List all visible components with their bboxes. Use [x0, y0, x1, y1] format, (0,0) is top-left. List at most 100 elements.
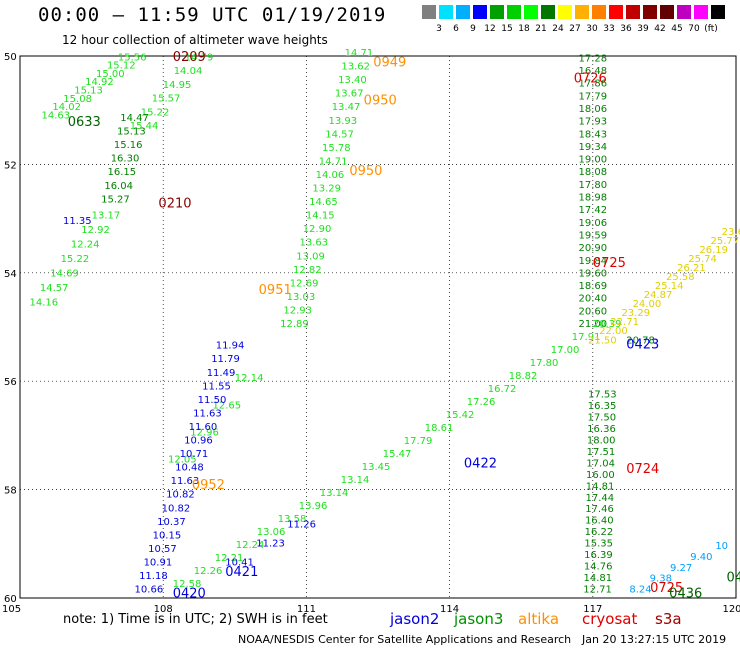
- pass-time-label: 0423: [626, 337, 659, 352]
- wave-height-value: 23.69: [722, 227, 740, 238]
- scale-label: 45: [671, 24, 683, 34]
- wave-height-value: 11.35: [63, 216, 92, 227]
- wave-height-value: 15.57: [152, 94, 181, 105]
- longitude-label: 108: [154, 604, 173, 615]
- scale-swatch: [524, 5, 538, 19]
- latitude-label: 60: [4, 594, 17, 605]
- wave-height-value: 14.92: [85, 77, 114, 88]
- wave-height-value: 10.82: [162, 503, 191, 514]
- wave-height-value: 20.39: [593, 319, 622, 330]
- wave-height-value: 18.82: [509, 371, 538, 382]
- scale-label: 9: [470, 24, 476, 34]
- scale-label: 36: [620, 24, 632, 34]
- scale-swatch: [677, 5, 691, 19]
- map-subtitle: 12 hour collection of altimeter wave hei…: [62, 33, 328, 47]
- wave-height-value: 12.93: [283, 305, 312, 316]
- pass-time-label: 043: [726, 570, 740, 585]
- wave-height-value: 12.89: [280, 319, 309, 330]
- wave-height-value: 19.84: [578, 256, 607, 267]
- wave-height-value: 12.21: [215, 553, 244, 564]
- scale-swatch: [609, 5, 623, 19]
- wave-height-value: 9.40: [690, 552, 712, 563]
- wave-height-value: 8.24: [629, 585, 651, 596]
- wave-height-value: 14.71: [319, 156, 348, 167]
- wave-height-value: 15.08: [63, 94, 92, 105]
- wave-height-value: 12.05: [168, 455, 197, 466]
- map-title: 00:00 – 11:59 UTC 01/19/2019: [38, 4, 387, 26]
- wave-height-value: 14.69: [50, 268, 79, 279]
- wave-height-value: 17.04: [586, 458, 615, 469]
- scale-label: 30: [586, 24, 598, 34]
- wave-height-value: 13.47: [332, 102, 361, 113]
- wave-height-value: 10: [715, 541, 728, 552]
- wave-height-value: 16.39: [584, 550, 613, 561]
- satellite-legend-item: jason2: [390, 610, 440, 628]
- altimeter-tracks: 15.5615.1215.0014.9215.1315.0814.0214.63…: [30, 48, 740, 596]
- wave-height-value: 10.48: [175, 463, 204, 474]
- wave-height-value: 10.71: [180, 449, 209, 460]
- scale-label: 33: [603, 24, 615, 34]
- wave-height-value: 17.00: [551, 345, 580, 356]
- pass-time-label: 0950: [364, 93, 397, 108]
- wave-height-value: 15.47: [383, 449, 412, 460]
- wave-height-value: 15.56: [118, 52, 147, 63]
- wave-height-value: 10.57: [148, 544, 177, 555]
- wave-height-value: 9.38: [650, 574, 672, 585]
- wave-height-value: 11.26: [287, 520, 316, 531]
- pass-time-label: 0951: [259, 283, 292, 298]
- wave-height-value: 20.90: [578, 243, 607, 254]
- wave-height-value: 15.42: [446, 410, 475, 421]
- longitude-label: 114: [440, 604, 459, 615]
- wave-height-value: 19.00: [578, 155, 607, 166]
- wave-height-value: 19.60: [578, 268, 607, 279]
- lat-lon-grid: [20, 56, 736, 598]
- wave-height-value: 26.19: [699, 245, 728, 256]
- wave-height-value: 14.79: [185, 52, 214, 63]
- wave-height-value: 12.58: [173, 579, 202, 590]
- wave-height-value: 12.69: [290, 278, 319, 289]
- wave-height-value: 16.40: [585, 516, 614, 527]
- scale-label: 6: [453, 24, 459, 34]
- wave-height-value: 15.78: [322, 143, 351, 154]
- pass-time-label: 0422: [464, 457, 497, 472]
- wave-height-value: 24.87: [644, 290, 673, 301]
- wave-height-value: 15.13: [74, 85, 103, 96]
- scale-swatch: [541, 5, 555, 19]
- wave-height-value: 18.08: [578, 167, 607, 178]
- wave-height-value: 17.79: [404, 436, 433, 447]
- wave-height-value: 19.59: [578, 230, 607, 241]
- wave-height-value: 20.60: [578, 306, 607, 317]
- wave-height-value: 14.57: [40, 283, 69, 294]
- wave-height-value: 11.23: [256, 539, 285, 550]
- wave-height-value: 16.22: [585, 527, 614, 538]
- wave-height-value: 23.29: [621, 308, 650, 319]
- wave-height-value: 19.06: [578, 218, 607, 229]
- scale-swatch: [694, 5, 708, 19]
- scale-label: 70: [688, 24, 700, 34]
- longitude-label: 105: [2, 604, 21, 615]
- wave-height-value: 13.29: [312, 184, 341, 195]
- wave-height-value: 17.93: [578, 117, 607, 128]
- wave-height-value: 10.37: [157, 517, 186, 528]
- wave-height-value: 11.63: [193, 408, 222, 419]
- wave-height-value: 15.13: [117, 127, 146, 138]
- wave-height-value: 10.66: [135, 585, 164, 596]
- footer-timestamp: Jan 20 13:27:15 UTC 2019: [582, 633, 727, 646]
- wave-height-value: 15.22: [61, 254, 90, 265]
- latitude-label: 54: [4, 269, 17, 280]
- wave-height-value: 17.79: [578, 91, 607, 102]
- wave-height-value: 17.26: [467, 397, 496, 408]
- pass-time-label: 0724: [626, 462, 659, 477]
- wave-height-value: 13.96: [299, 501, 328, 512]
- wave-height-value: 16.48: [578, 66, 607, 77]
- wave-height-value: 15.00: [96, 69, 125, 80]
- wave-height-value: 13.17: [92, 211, 121, 222]
- pass-time-label: 0210: [158, 196, 191, 211]
- wave-height-value: 11.50: [198, 395, 227, 406]
- wave-height-value: 25.58: [666, 272, 695, 283]
- wave-height-value: 13.67: [335, 89, 364, 100]
- wave-height-value: 14.65: [309, 197, 338, 208]
- wave-height-value: 18.98: [578, 193, 607, 204]
- scale-swatch: [422, 5, 436, 19]
- wave-height-value: 25.77: [711, 236, 740, 247]
